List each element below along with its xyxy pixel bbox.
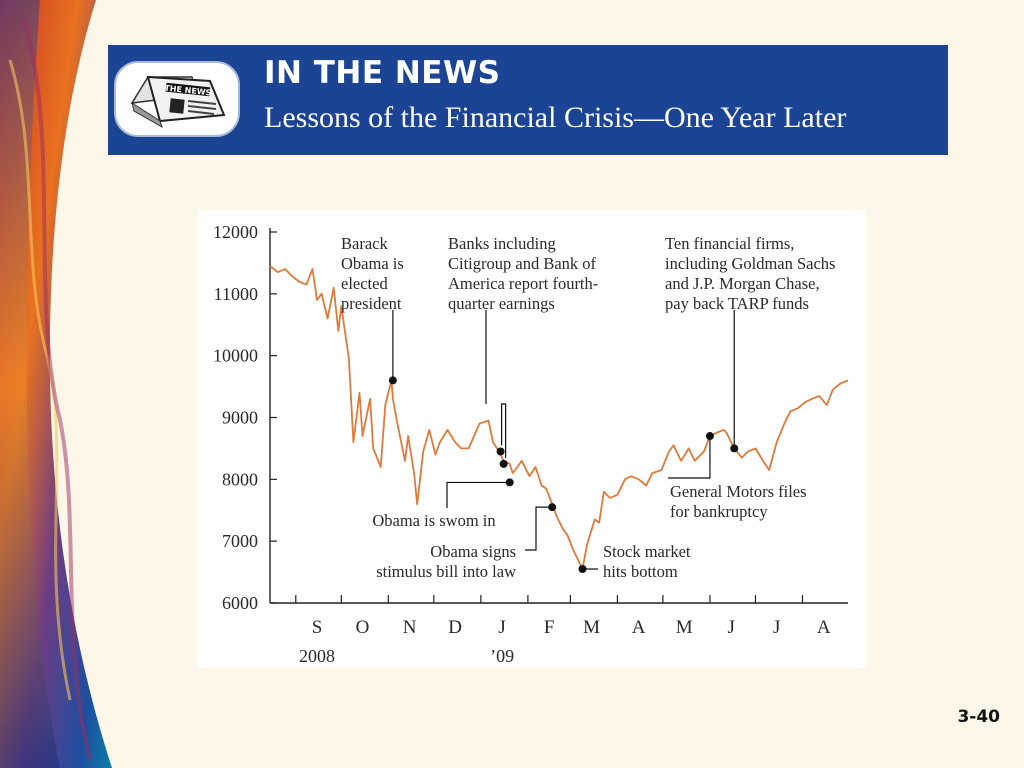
x-tick-label: J xyxy=(498,617,505,638)
y-tick-label: 8000 xyxy=(222,469,258,489)
annotation-dot xyxy=(388,376,397,385)
annotation-gm-bankruptcy: for bankruptcy xyxy=(670,502,768,521)
y-tick-label: 6000 xyxy=(222,593,258,613)
annotation-dot xyxy=(496,447,505,456)
news-banner: THE NEWS IN THE NEWS Lessons of the Fina… xyxy=(108,45,948,155)
slide-number: 3-40 xyxy=(957,707,1000,727)
annotation-banks-earnings: Banks including xyxy=(448,234,556,253)
x-tick-label: M xyxy=(583,617,600,638)
annotation-dot xyxy=(548,503,557,512)
y-tick-label: 9000 xyxy=(222,408,258,428)
annotation-market-bottom: Stock market xyxy=(603,542,691,561)
annotation-dot xyxy=(499,459,508,468)
dow-jones-chart: 6000 7000 8000 9000 10000 11000 12000 S O N D J F M A M… xyxy=(213,222,849,666)
series-line xyxy=(269,265,849,570)
annotation-leader xyxy=(446,481,510,508)
banner-kicker: IN THE NEWS xyxy=(264,55,501,91)
annotation-obama-elected: Obama is xyxy=(341,254,404,273)
annotation-leader xyxy=(668,436,711,479)
annotation-tarp-repayment: and J.P. Morgan Chase, xyxy=(665,274,820,293)
chart-panel: 6000 7000 8000 9000 10000 11000 12000 S O N D J F M A M… xyxy=(198,210,866,668)
x-tick-label: O xyxy=(356,617,370,638)
annotation-stimulus-bill: Obama signs xyxy=(430,542,516,561)
annotation-dot xyxy=(578,564,587,573)
annotation-dot xyxy=(730,444,739,453)
annotation-gm-bankruptcy: General Motors files xyxy=(670,482,807,501)
annotation-market-bottom: hits bottom xyxy=(603,562,678,581)
annotation-obama-sworn-in: Obama is swom in xyxy=(372,511,495,530)
y-tick-label: 12000 xyxy=(213,222,258,242)
annotation-tarp-repayment: including Goldman Sachs xyxy=(665,254,835,273)
x-tick-label: J xyxy=(727,617,734,638)
annotation-obama-elected: elected xyxy=(341,274,388,293)
x-tick-label: D xyxy=(448,617,462,638)
x-tick-label: A xyxy=(817,617,831,638)
annotation-banks-earnings: America report fourth- xyxy=(448,274,598,293)
annotation-obama-elected: Barack xyxy=(341,234,388,253)
y-tick-label: 11000 xyxy=(214,284,258,304)
y-tick-label: 10000 xyxy=(213,346,258,366)
annotation-leader xyxy=(500,403,507,458)
y-tick-label: 7000 xyxy=(222,531,258,551)
x-tick-label: J xyxy=(773,617,780,638)
annotation-tarp-repayment: pay back TARP funds xyxy=(665,294,809,313)
banner-title: Lessons of the Financial Crisis—One Year… xyxy=(264,101,847,134)
x-tick-label: M xyxy=(676,617,693,638)
annotation-stimulus-bill: stimulus bill into law xyxy=(376,562,516,581)
annotation-tarp-repayment: Ten financial firms, xyxy=(665,234,794,253)
year-label: ’09 xyxy=(490,646,514,666)
newspaper-icon: THE NEWS xyxy=(114,61,240,137)
x-tick-label: N xyxy=(403,617,417,638)
annotation-banks-earnings: Citigroup and Bank of xyxy=(448,254,597,273)
x-tick-label: S xyxy=(312,617,323,638)
annotation-obama-elected: president xyxy=(341,294,402,313)
annotation-banks-earnings: quarter earnings xyxy=(448,294,555,313)
annotation-dot xyxy=(705,432,714,441)
annotation-dot xyxy=(505,478,514,487)
x-tick-label: F xyxy=(544,617,555,638)
annotation-leader xyxy=(525,506,553,551)
x-tick-label: A xyxy=(632,617,646,638)
year-label: 2008 xyxy=(299,646,335,666)
